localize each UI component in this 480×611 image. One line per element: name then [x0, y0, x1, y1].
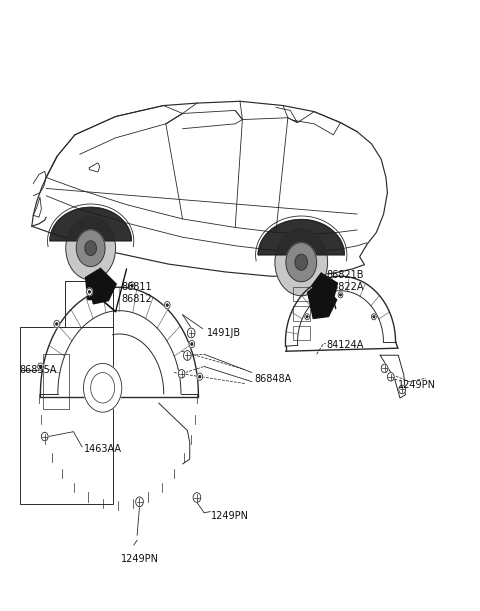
Circle shape [193, 492, 201, 502]
Bar [293, 306, 310, 321]
Text: 86821B
86822A: 86821B 86822A [326, 270, 364, 291]
Circle shape [38, 363, 44, 370]
Text: 1491JB: 1491JB [206, 328, 240, 338]
Circle shape [187, 328, 195, 338]
Bar [293, 287, 310, 301]
Circle shape [340, 294, 341, 296]
Polygon shape [85, 270, 110, 299]
Circle shape [373, 316, 374, 318]
Circle shape [167, 304, 168, 306]
Text: 86811
86812: 86811 86812 [122, 282, 153, 304]
Polygon shape [50, 207, 132, 241]
Circle shape [136, 497, 144, 507]
Circle shape [164, 301, 170, 309]
Bar [20, 327, 113, 503]
Circle shape [306, 316, 308, 318]
Circle shape [381, 364, 388, 373]
Circle shape [183, 351, 191, 360]
Circle shape [86, 288, 92, 296]
Circle shape [305, 313, 310, 320]
Text: 86848A: 86848A [254, 374, 292, 384]
Polygon shape [258, 219, 344, 255]
Circle shape [129, 282, 135, 289]
Text: 84124A: 84124A [326, 340, 363, 350]
Circle shape [91, 373, 115, 403]
Circle shape [84, 364, 122, 412]
Circle shape [41, 433, 48, 441]
Text: 1463AA: 1463AA [84, 444, 122, 454]
Circle shape [387, 373, 394, 381]
Text: 1249PN: 1249PN [398, 380, 436, 390]
Text: 1249PN: 1249PN [211, 511, 249, 521]
Circle shape [56, 323, 58, 325]
Text: 86835A: 86835A [19, 365, 56, 375]
Circle shape [286, 243, 317, 282]
Bar [293, 326, 310, 340]
Text: 1249PN: 1249PN [120, 554, 158, 564]
Polygon shape [308, 282, 336, 318]
Circle shape [131, 284, 133, 287]
Circle shape [85, 241, 96, 255]
Circle shape [372, 313, 376, 320]
Circle shape [40, 365, 41, 368]
Circle shape [275, 229, 327, 296]
Circle shape [338, 292, 343, 298]
Circle shape [76, 230, 105, 266]
Circle shape [89, 291, 90, 293]
Polygon shape [88, 268, 116, 304]
Circle shape [66, 216, 116, 280]
Circle shape [199, 376, 201, 378]
Circle shape [178, 370, 185, 378]
Polygon shape [312, 273, 337, 306]
Circle shape [191, 343, 193, 345]
Circle shape [295, 254, 308, 270]
Circle shape [197, 373, 203, 381]
Circle shape [399, 385, 406, 393]
Bar [43, 354, 69, 409]
Circle shape [189, 340, 195, 348]
Circle shape [54, 320, 60, 327]
